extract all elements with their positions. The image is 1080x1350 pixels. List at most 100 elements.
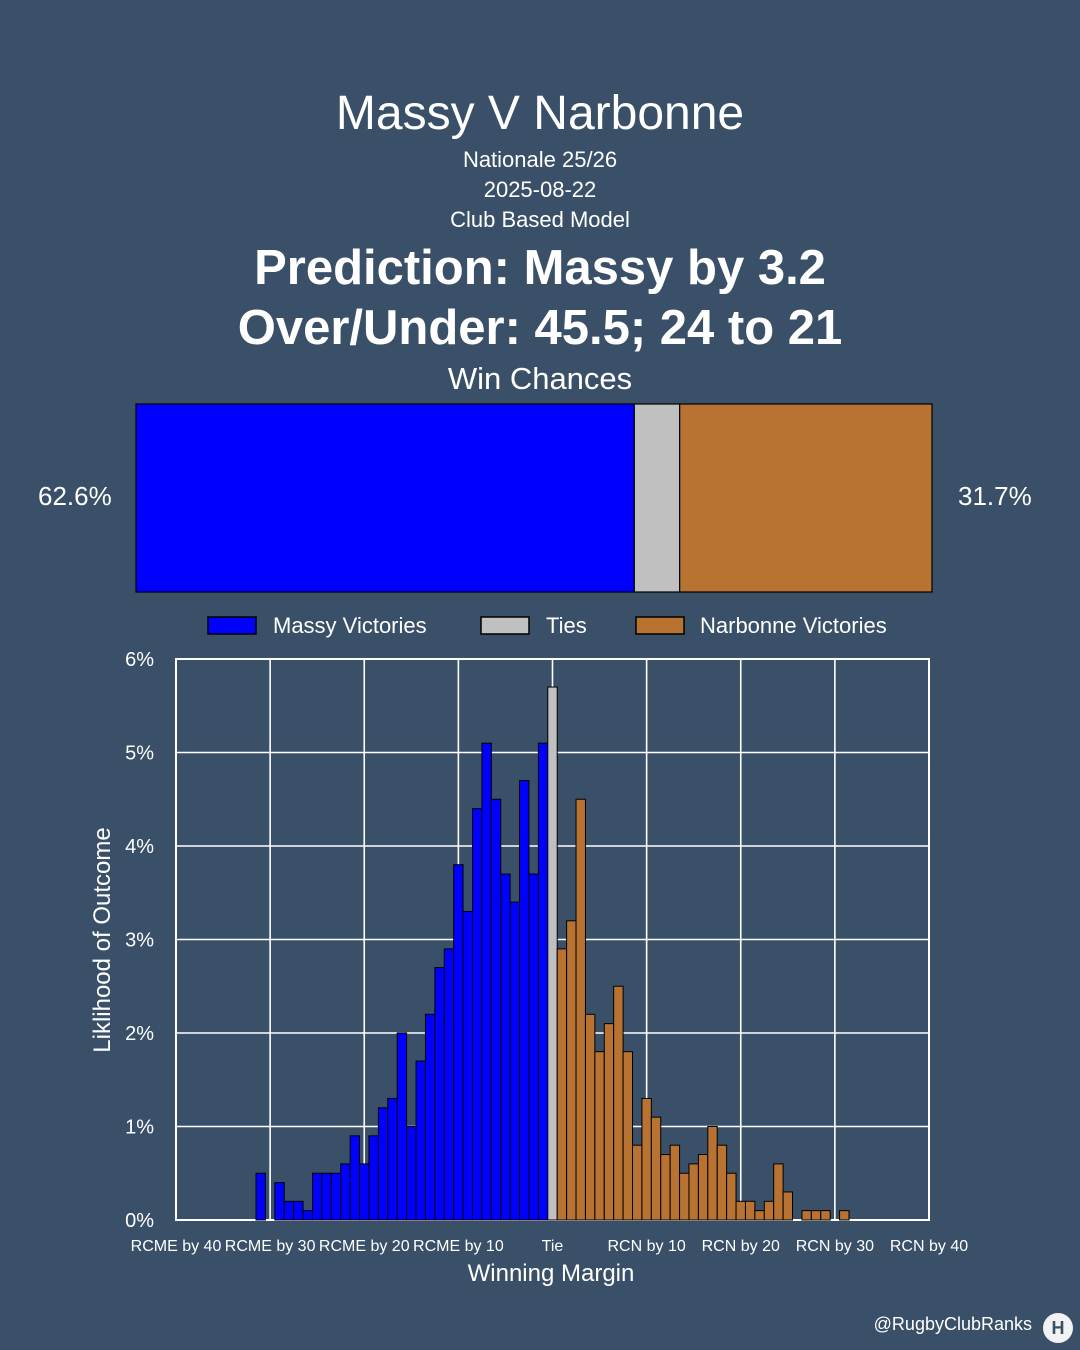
bar-home: [462, 910, 473, 1221]
competition-label: Nationale 25/26: [462, 147, 618, 172]
match-date: 2025-08-22: [483, 177, 597, 202]
bar-home: [434, 967, 445, 1221]
bar-away: [632, 1144, 643, 1221]
bar-home: [340, 1163, 351, 1221]
y-tick-label: 5%: [125, 743, 154, 765]
bar-away: [707, 1126, 718, 1221]
bar-home: [396, 1032, 408, 1221]
bar-away: [641, 1097, 652, 1221]
x-tick-label: RCME by 10: [413, 1238, 504, 1255]
bar-home: [453, 864, 464, 1221]
y-tick-label: 0%: [125, 1210, 154, 1232]
x-axis-label: Winning Margin: [468, 1260, 635, 1287]
bar-away: [688, 1163, 699, 1221]
x-tick-label: RCME by 30: [225, 1238, 316, 1255]
bar-home: [283, 1200, 295, 1221]
bar-away: [697, 1154, 709, 1221]
bar-home: [274, 1182, 285, 1221]
x-tick-label: RCME by 20: [319, 1238, 410, 1255]
bar-away: [820, 1210, 831, 1221]
bar-home: [387, 1097, 398, 1221]
bar-away: [679, 1172, 690, 1221]
bar-home: [255, 1172, 266, 1221]
bar-home: [500, 873, 511, 1221]
win-chance-bar: [135, 403, 933, 593]
x-tick-label: RCN by 10: [608, 1238, 686, 1255]
legend: Massy Victories Ties Narbonne Victories: [207, 613, 887, 638]
bar-home: [519, 780, 530, 1221]
twitter-handle: @RugbyClubRanks: [873, 1314, 1032, 1334]
bar-away: [839, 1210, 850, 1221]
bar-home: [509, 901, 521, 1221]
legend-swatch-away: [635, 616, 685, 635]
prediction-text: Prediction: Massy by 3.2: [254, 241, 826, 295]
bar-away: [763, 1200, 775, 1221]
bar-home: [406, 1126, 417, 1221]
legend-label-tie: Ties: [546, 613, 587, 638]
bar-home: [537, 742, 549, 1221]
bar-away: [744, 1200, 756, 1221]
home-win-percent: 62.6%: [38, 481, 112, 511]
bar-home: [349, 1135, 361, 1221]
y-axis-label: Liklihood of Outcome: [89, 827, 116, 1052]
legend-swatch-tie: [480, 616, 530, 635]
bar-home: [293, 1200, 304, 1221]
histogram-bars: [255, 686, 850, 1221]
bar-home: [377, 1107, 389, 1221]
y-tick-label: 3%: [125, 930, 154, 952]
bar-away: [782, 1191, 794, 1221]
bar-away: [594, 1051, 605, 1221]
bar-home: [481, 742, 492, 1221]
away-win-percent: 31.7%: [958, 481, 1032, 511]
win-bar-away-segment: [679, 403, 933, 593]
x-axis-ticks: RCME by 40 RCME by 30 RCME by 20 RCME by 10…: [131, 1238, 969, 1255]
bar-away: [669, 1144, 681, 1221]
bar-tie: [547, 686, 558, 1221]
bar-away: [810, 1210, 822, 1221]
bar-away: [716, 1144, 728, 1221]
y-tick-label: 4%: [125, 836, 154, 858]
bar-away: [726, 1172, 737, 1221]
x-tick-label: RCME by 40: [131, 1238, 222, 1255]
x-tick-label: Tie: [542, 1238, 564, 1255]
bar-away: [754, 1210, 765, 1221]
bar-home: [424, 1013, 436, 1221]
bar-away: [566, 920, 577, 1221]
bar-away: [603, 1023, 615, 1221]
histogram-plot: 0%1%2%3%4%5%6% RCME by 40 RCME by 30 RCME …: [89, 649, 968, 1287]
bar-home: [330, 1172, 342, 1221]
bar-away: [660, 1154, 671, 1221]
model-label: Club Based Model: [450, 207, 630, 232]
bar-home: [490, 798, 502, 1221]
win-bar-home-segment: [135, 403, 635, 593]
y-tick-label: 6%: [125, 649, 154, 671]
page-title: Massy V Narbonne: [335, 87, 745, 140]
brand-logo-icon: H: [1043, 1313, 1073, 1343]
bar-away: [735, 1200, 746, 1221]
bar-home: [471, 808, 483, 1221]
x-tick-label: RCN by 30: [796, 1238, 874, 1255]
bar-home: [359, 1163, 370, 1221]
bar-away: [773, 1163, 784, 1221]
x-tick-label: RCN by 20: [702, 1238, 780, 1255]
x-tick-label: RCN by 40: [890, 1238, 968, 1255]
win-chances-title: Win Chances: [447, 361, 633, 396]
bar-home: [443, 948, 455, 1221]
bar-away: [801, 1210, 812, 1221]
bar-home: [302, 1210, 313, 1221]
bar-home: [368, 1135, 379, 1221]
bar-home: [415, 1060, 426, 1221]
bar-home: [321, 1172, 332, 1221]
bar-away: [622, 1051, 634, 1221]
bar-away: [556, 948, 568, 1221]
y-axis-ticks: 0% 1% 2% 3% 4% 5% 6%: [125, 649, 154, 1232]
win-bar-tie-segment: [633, 403, 681, 593]
bar-home: [528, 873, 539, 1221]
bar-home: [311, 1172, 323, 1221]
legend-label-home: Massy Victories: [273, 613, 427, 638]
legend-swatch-home: [207, 616, 257, 635]
y-tick-label: 2%: [125, 1023, 154, 1045]
bar-away: [584, 1013, 596, 1221]
bar-away: [650, 1116, 662, 1221]
